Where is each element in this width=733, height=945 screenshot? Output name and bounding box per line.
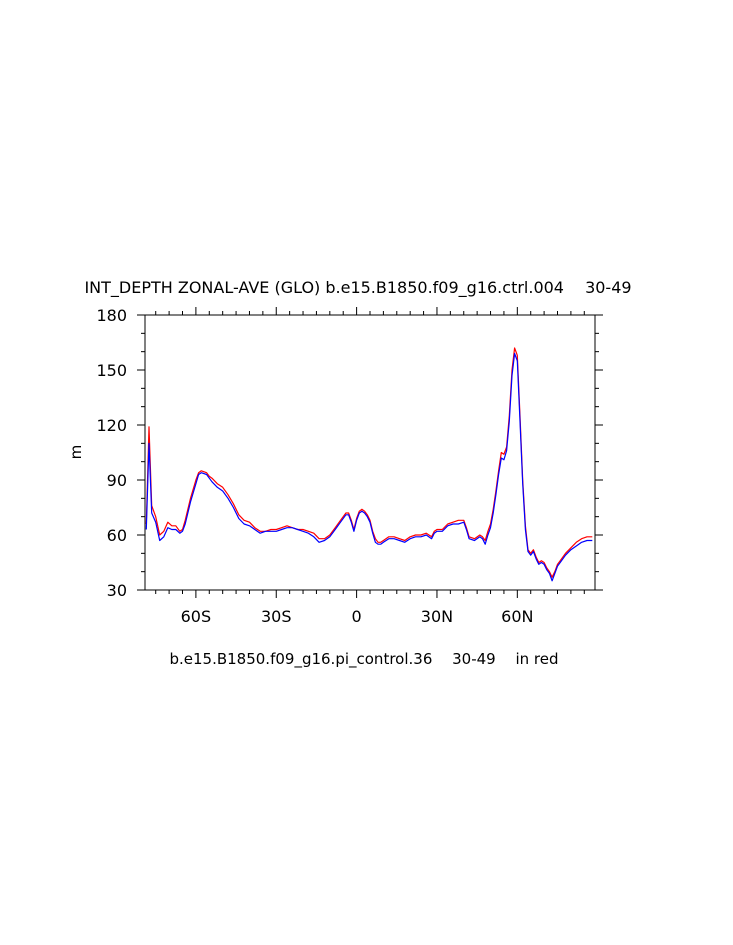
y-tick-label: 150: [96, 361, 127, 380]
y-tick-label: 90: [107, 471, 127, 490]
axes: 30 60 90 120 150 180 60S 30S 0 30N 60N: [96, 306, 603, 626]
x-tick-label: 60S: [181, 607, 212, 626]
plot-lines: [145, 347, 593, 582]
chart-title: INT_DEPTH ZONAL-AVE (GLO) b.e15.B1850.f0…: [84, 278, 647, 298]
y-axis-label: m: [67, 445, 85, 460]
x-tick-label: 30N: [421, 607, 453, 626]
x-tick-label: 30S: [261, 607, 292, 626]
chart-subtitle: b.e15.B1850.f09_g16.pi_control.36 30-49 …: [169, 650, 558, 669]
y-tick-label: 60: [107, 526, 127, 545]
x-tick-label: 0: [352, 607, 362, 626]
y-tick-label: 120: [96, 416, 127, 435]
x-tick-label: 60N: [501, 607, 533, 626]
series-line-2: [145, 352, 593, 582]
series-line-1: [145, 347, 593, 578]
y-tick-label: 180: [96, 306, 127, 325]
y-tick-label: 30: [107, 581, 127, 600]
